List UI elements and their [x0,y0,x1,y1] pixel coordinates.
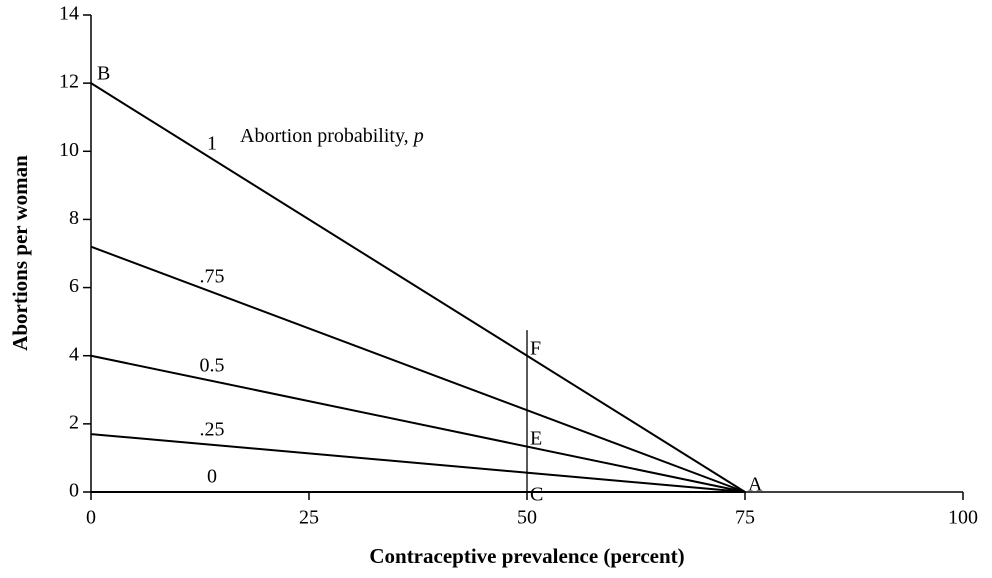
x-tick-label: 50 [517,507,537,529]
y-tick-label: 12 [59,71,79,93]
y-tick-label: 4 [69,343,79,365]
point-label: B [97,63,110,85]
x-axis-title: Contraceptive prevalence (percent) [369,544,684,568]
series-label: 0 [207,466,217,488]
x-tick-label: 100 [948,507,978,529]
series-label: 0.5 [199,355,224,377]
series-line [90,354,746,493]
series-line [90,433,746,493]
x-tick-label: 75 [735,507,755,529]
point-label: F [530,338,541,360]
point-label: A [748,474,763,496]
y-tick-label: 0 [69,480,79,502]
y-tick-label: 14 [59,3,79,25]
y-axis-title: Abortions per woman [8,155,32,351]
y-tick-label: 8 [69,207,79,229]
y-tick-label: 2 [69,411,79,433]
annotation: Abortion probability, p [240,125,424,147]
series-line [90,82,746,493]
x-tick-label: 0 [86,507,96,529]
x-tick-label: 25 [299,507,319,529]
y-tick-label: 10 [59,139,79,161]
series-label: 1 [207,132,217,154]
point-label: C [530,484,543,506]
series-line [90,245,746,493]
point-label: E [530,428,542,450]
series-label: .75 [199,266,224,288]
y-tick-label: 6 [69,275,79,297]
series-label: .25 [199,418,224,440]
